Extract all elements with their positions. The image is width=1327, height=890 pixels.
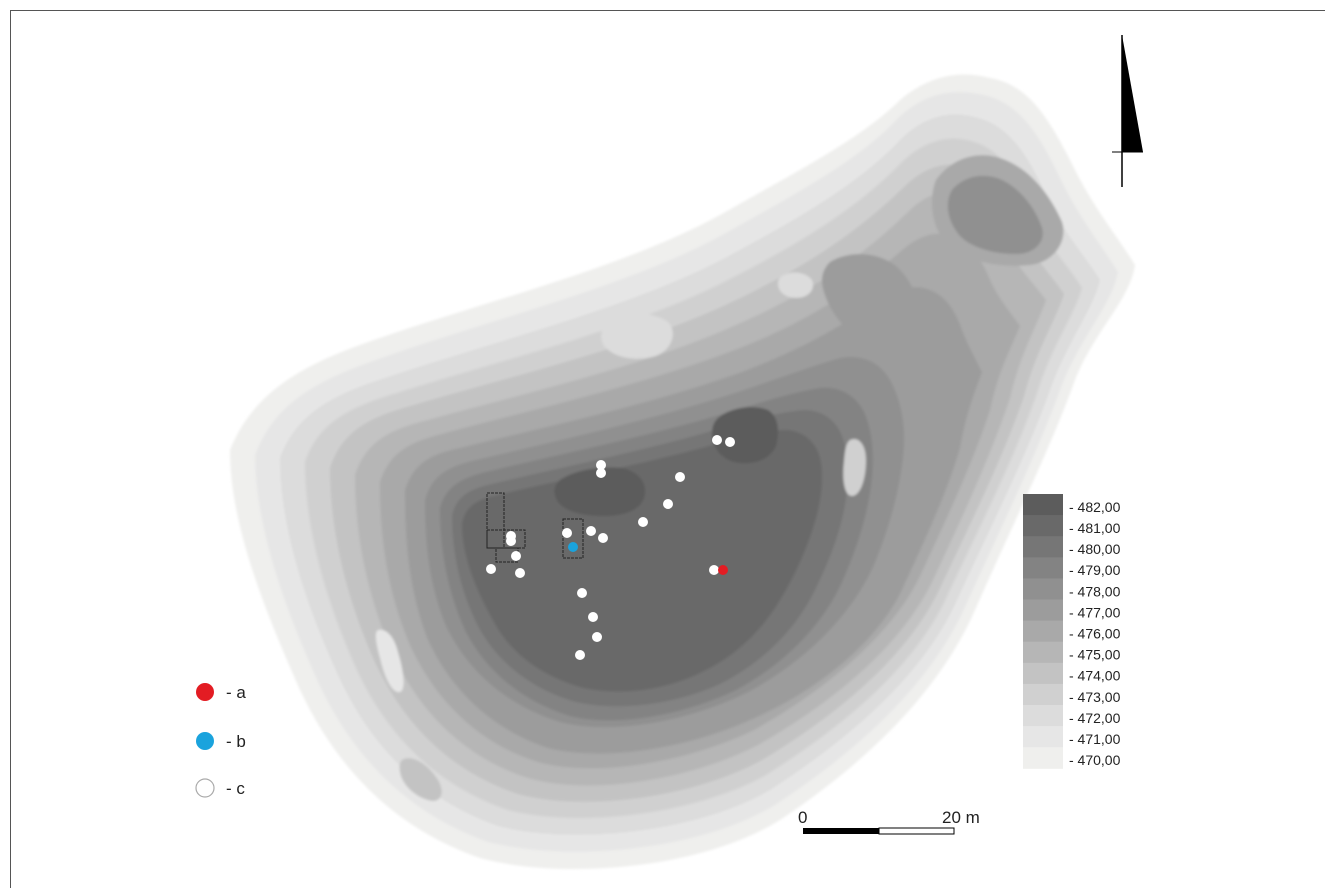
contour-legend-swatch <box>1023 557 1063 579</box>
contour-legend-label: - 481,00 <box>1069 520 1121 536</box>
find-point-c <box>506 536 516 546</box>
scale-bar-start-label: 0 <box>798 808 807 827</box>
scale-bar-end-label: 20 m <box>942 808 980 827</box>
find-point-c <box>725 437 735 447</box>
legend-label-b: - b <box>226 732 246 751</box>
find-point-c <box>511 551 521 561</box>
contour-legend-label: - 480,00 <box>1069 541 1121 557</box>
find-point-c <box>596 468 606 478</box>
excavation-trenches <box>486 492 584 563</box>
find-point-c <box>575 650 585 660</box>
contour-central-ridge <box>822 254 920 346</box>
contour-legend-label: - 472,00 <box>1069 710 1121 726</box>
contour-legend-label: - 470,00 <box>1069 752 1121 768</box>
scale-bar: 0 20 m <box>798 808 980 835</box>
contour-legend-swatch <box>1023 494 1063 516</box>
find-point-c <box>596 460 606 470</box>
contour-light-patch-1 <box>601 313 673 359</box>
contour-legend-swatch <box>1023 662 1063 685</box>
find-point-c <box>486 564 496 574</box>
contour-legend-swatch <box>1023 620 1063 643</box>
contour-legend-label: - 473,00 <box>1069 689 1121 705</box>
legend-marker-b <box>196 732 214 750</box>
find-point-c <box>592 632 602 642</box>
find-point-c <box>712 435 722 445</box>
scale-bar-black-segment <box>803 828 879 834</box>
find-point-c <box>588 612 598 622</box>
contour-legend-swatch <box>1023 747 1063 769</box>
contour-legend-swatch <box>1023 599 1063 622</box>
contour-legend-swatch <box>1023 641 1063 664</box>
contour-legend-swatch <box>1023 683 1063 706</box>
find-point-c <box>598 533 608 543</box>
contour-legend-label: - 482,00 <box>1069 499 1121 515</box>
contour-legend-label: - 476,00 <box>1069 626 1121 642</box>
contour-legend-label: - 477,00 <box>1069 604 1121 620</box>
find-point-c <box>586 526 596 536</box>
contour-legend-swatch <box>1023 515 1063 537</box>
find-point-c <box>562 528 572 538</box>
legend-marker-a <box>196 683 214 701</box>
legend-label-a: - a <box>226 683 246 702</box>
contour-legend-label: - 471,00 <box>1069 731 1121 747</box>
north-arrow-icon <box>1112 35 1143 187</box>
point-legend: - a - b - c <box>195 683 246 798</box>
contour-light-patch-3 <box>375 629 404 693</box>
contour-legend-swatch <box>1023 705 1063 727</box>
contour-legend-label: - 474,00 <box>1069 668 1121 684</box>
find-point-c <box>663 499 673 509</box>
contour-legend-label: - 475,00 <box>1069 647 1121 663</box>
find-point-c <box>515 568 525 578</box>
map-frame <box>10 10 1325 888</box>
trench-4 <box>562 518 584 559</box>
contour-basin-482-north <box>554 467 646 516</box>
legend-label-c: - c <box>226 779 245 798</box>
contour-light-patch-2 <box>778 272 814 298</box>
find-point-c <box>638 517 648 527</box>
contour-basin-482-east <box>712 407 778 464</box>
find-point-c <box>709 565 719 575</box>
find-point-c <box>675 472 685 482</box>
contour-ne-ridge-inner <box>947 175 1043 254</box>
find-points <box>486 435 735 660</box>
contour-legend-label: - 478,00 <box>1069 583 1121 599</box>
contour-legend-swatch <box>1023 578 1063 600</box>
terrain-contours <box>230 74 1135 870</box>
find-point-a <box>718 565 728 575</box>
find-point-c <box>577 588 587 598</box>
contour-light-patch-5 <box>843 438 866 496</box>
legend-marker-c <box>195 778 215 798</box>
contour-legend-label: - 479,00 <box>1069 562 1121 578</box>
scale-bar-white-segment <box>878 827 955 835</box>
contour-light-patch-4 <box>399 758 442 801</box>
contour-band-481 <box>462 430 823 692</box>
contour-legend-swatch <box>1023 726 1063 748</box>
find-point-b <box>568 542 578 552</box>
contour-legend-swatch <box>1023 536 1063 558</box>
contour-legend: - 482,00 - 481,00 - 480,00 - 479,00 - 478,00… <box>1023 494 1121 769</box>
